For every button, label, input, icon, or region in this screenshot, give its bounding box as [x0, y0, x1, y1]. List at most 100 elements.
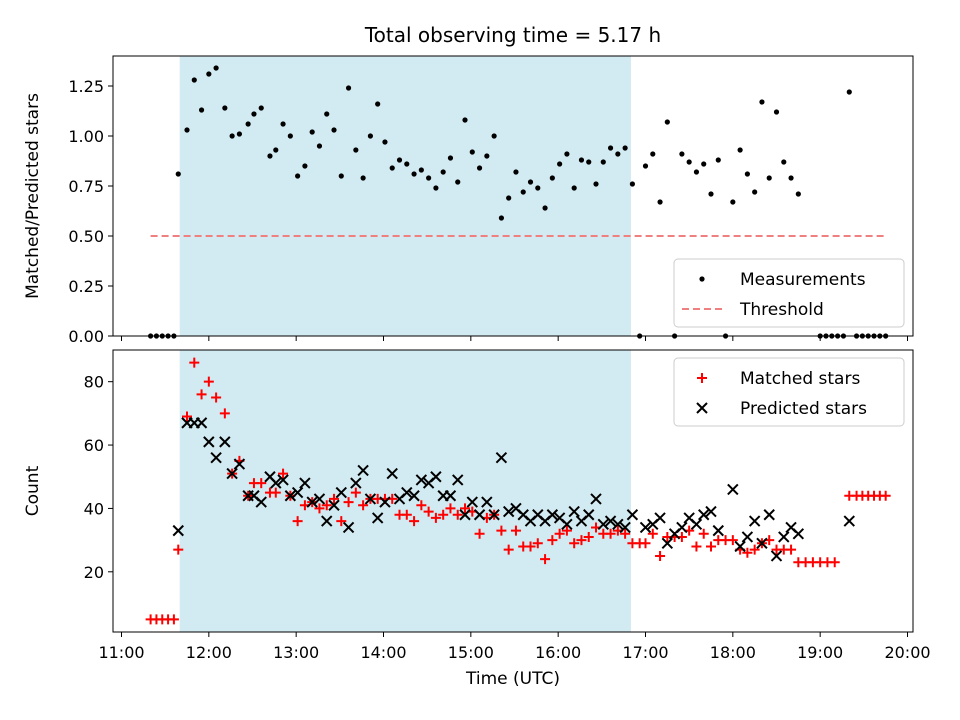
legend-label: Measurements — [740, 270, 866, 290]
data-point — [382, 139, 388, 145]
data-point — [353, 147, 359, 153]
axes-frame — [112, 55, 914, 337]
data-point — [440, 169, 446, 175]
data-point — [287, 133, 293, 139]
data-point — [278, 468, 289, 479]
data-point — [846, 89, 852, 95]
data-point — [795, 191, 801, 197]
data-point — [358, 500, 369, 511]
series-measurements — [148, 65, 889, 339]
data-point — [620, 528, 631, 539]
data-point — [430, 512, 441, 523]
x-tick-label: 12:00 — [186, 643, 232, 662]
data-point — [473, 509, 486, 521]
data-point — [345, 85, 352, 91]
data-point — [786, 544, 797, 555]
data-point — [706, 541, 716, 552]
data-point — [408, 490, 420, 502]
data-point — [676, 521, 688, 534]
data-point — [741, 531, 754, 543]
data-point — [203, 436, 215, 448]
x-tick-label: 15:00 — [448, 643, 494, 662]
data-point — [503, 544, 514, 555]
data-point — [321, 515, 333, 527]
data-point — [583, 531, 594, 542]
data-point — [219, 408, 230, 419]
data-point — [502, 505, 515, 518]
data-point — [686, 159, 692, 165]
data-point — [647, 528, 658, 539]
data-point — [267, 153, 273, 159]
data-point — [455, 179, 461, 185]
data-point — [438, 509, 449, 520]
data-point — [578, 157, 585, 163]
data-point — [525, 541, 536, 552]
legend-box — [673, 357, 905, 427]
data-point — [460, 503, 471, 514]
data-point — [404, 161, 410, 167]
data-point — [759, 99, 765, 105]
data-point — [540, 554, 551, 565]
y-tick-label: 20 — [84, 563, 104, 582]
data-point — [571, 185, 577, 191]
data-point — [255, 496, 267, 508]
data-point — [168, 614, 179, 625]
legend-marker — [699, 276, 705, 282]
data-point — [444, 490, 457, 502]
data-point — [316, 143, 323, 149]
data-point — [324, 111, 330, 117]
data-point — [708, 191, 714, 197]
data-point — [367, 133, 373, 139]
data-point — [756, 537, 768, 549]
data-point — [222, 105, 228, 111]
bottom-panel: 20 40 60 80 11:00 12:00 13:00 14:00 15:00 16:00 17… — [23, 349, 931, 689]
data-point — [640, 538, 651, 549]
y-tick-label: 0.00 — [68, 327, 104, 346]
data-point — [314, 503, 325, 514]
data-point — [219, 436, 231, 448]
y-tick-label: 1.25 — [68, 77, 104, 96]
data-point — [484, 153, 490, 159]
data-point — [737, 147, 743, 153]
data-point — [542, 205, 548, 211]
data-point — [568, 505, 580, 518]
data-point — [698, 509, 710, 521]
data-point — [284, 490, 297, 502]
data-point — [426, 175, 432, 181]
data-point — [654, 512, 666, 524]
data-point — [371, 512, 384, 524]
data-point — [469, 149, 475, 155]
data-point — [292, 516, 303, 527]
data-point — [295, 173, 301, 179]
data-point — [195, 417, 208, 429]
data-point — [664, 119, 670, 125]
legend-label: Threshold — [739, 300, 824, 320]
data-point — [752, 189, 758, 195]
data-point — [532, 538, 543, 549]
data-point — [781, 159, 787, 165]
data-point — [350, 477, 362, 489]
data-point — [712, 524, 724, 537]
data-point — [583, 509, 595, 521]
y-tick-label: 0.25 — [68, 277, 104, 296]
data-point — [547, 535, 558, 546]
data-point — [661, 537, 674, 549]
y-tick-label: 1.00 — [68, 127, 104, 146]
data-point — [535, 185, 541, 191]
data-point — [569, 538, 580, 549]
data-point — [554, 528, 565, 539]
data-point — [749, 544, 760, 555]
data-point — [604, 515, 617, 527]
data-point — [763, 509, 775, 521]
data-point — [788, 175, 794, 181]
data-point — [650, 151, 656, 157]
y-axis-label: Matched/Predicted stars — [23, 93, 43, 299]
data-point — [416, 500, 427, 511]
data-point — [527, 179, 534, 185]
data-point — [619, 521, 631, 534]
x-tick-label: 11:00 — [98, 643, 144, 662]
data-point — [452, 474, 464, 486]
x-tick-label: 16:00 — [535, 643, 581, 662]
data-point — [690, 518, 703, 530]
data-point — [338, 173, 344, 179]
